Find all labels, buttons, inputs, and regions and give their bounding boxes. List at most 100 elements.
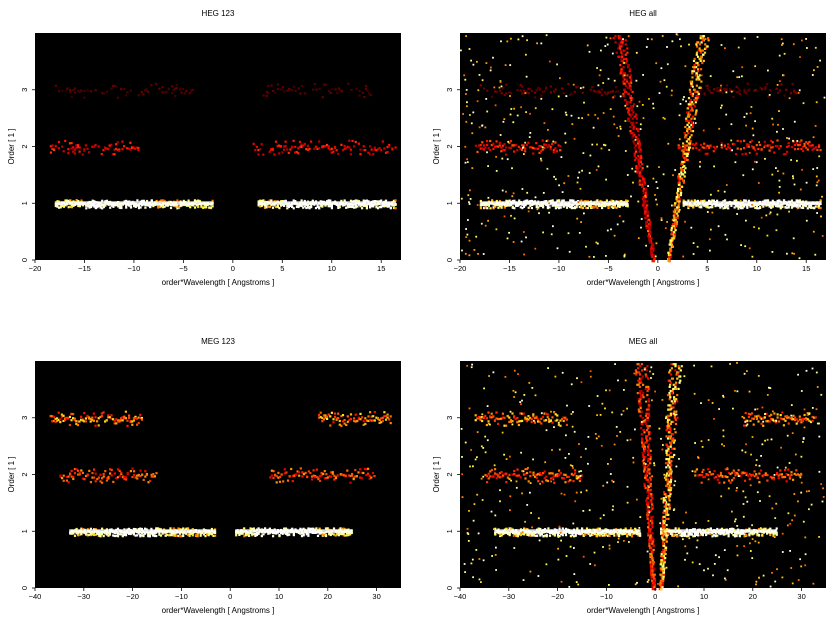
heatmap-cell <box>701 200 704 203</box>
heatmap-cell <box>75 532 78 535</box>
heatmap-cell <box>583 200 586 203</box>
heatmap-cell <box>354 199 357 202</box>
heatmap-cell <box>317 476 320 479</box>
heatmap-cell <box>508 473 511 476</box>
heatmap-cell <box>94 144 97 147</box>
noise-cell <box>485 98 488 100</box>
streak-cell <box>679 175 682 178</box>
heatmap-cell <box>527 206 530 209</box>
heatmap-cell <box>538 88 541 91</box>
heatmap-cell <box>97 424 100 427</box>
heatmap-cell <box>717 90 721 93</box>
noise-cell <box>552 225 554 228</box>
streak-cell <box>629 76 632 79</box>
heatmap-cell <box>306 148 309 151</box>
heatmap-cell <box>270 84 273 87</box>
streak-cell <box>691 130 695 133</box>
heatmap-cell <box>757 203 760 206</box>
heatmap-cell <box>341 204 345 207</box>
heatmap-cell <box>182 87 185 91</box>
heatmap-cell <box>639 532 642 535</box>
heatmap-cell <box>601 206 604 210</box>
heatmap-cell <box>70 475 73 478</box>
heatmap-cell <box>534 200 537 203</box>
heatmap-cell <box>70 419 73 422</box>
heatmap-cell <box>768 144 771 147</box>
noise-cell <box>754 65 757 68</box>
heatmap-cell <box>181 204 184 207</box>
streak-cell <box>620 57 623 60</box>
heatmap-cell <box>129 148 132 151</box>
heatmap-cell <box>492 206 495 209</box>
noise-cell <box>607 77 610 80</box>
y-tick-label: 3 <box>20 88 29 92</box>
streak-cell <box>683 160 686 164</box>
heatmap-cell <box>302 144 305 147</box>
heatmap-cell <box>109 468 112 471</box>
heatmap-cell <box>378 205 381 209</box>
streak-cell <box>680 173 684 176</box>
heatmap-cell <box>276 87 280 90</box>
streak-cell <box>639 150 643 153</box>
x-axis-label: order*Wavelength [ Angstroms ] <box>162 278 275 287</box>
heatmap-cell <box>158 533 161 536</box>
heatmap-cell <box>144 204 147 207</box>
streak-cell <box>691 125 694 129</box>
heatmap-cell <box>559 206 562 209</box>
heatmap-cell <box>105 476 108 480</box>
streak-cell <box>700 68 703 71</box>
heatmap-cell <box>519 476 522 479</box>
heatmap-cell <box>80 533 83 536</box>
streak-cell <box>691 84 694 87</box>
heatmap-cell <box>722 532 725 535</box>
heatmap-cell <box>530 146 533 149</box>
heatmap-cell <box>298 471 301 474</box>
heatmap-cell <box>711 203 714 207</box>
streak-cell <box>698 47 701 50</box>
streak-cell <box>695 72 698 75</box>
noise-cell <box>750 106 753 108</box>
heatmap-cell <box>351 205 354 209</box>
heatmap-cell <box>205 206 208 209</box>
heatmap-cell <box>601 531 605 534</box>
heatmap-cell <box>689 533 692 536</box>
noise-cell <box>481 79 484 82</box>
noise-cell <box>527 210 530 213</box>
heatmap-cell <box>289 88 292 91</box>
streak-cell <box>687 148 690 151</box>
heatmap-cell <box>591 86 594 89</box>
heatmap-cell <box>795 142 798 145</box>
noise-cell <box>820 215 822 218</box>
streak-cell <box>691 70 694 73</box>
heatmap-cell <box>369 206 372 209</box>
heatmap-cells <box>49 410 392 538</box>
heatmap-cell <box>335 149 338 152</box>
heatmap-cell <box>260 143 263 146</box>
heatmap-cell <box>816 205 819 208</box>
heatmap-cell <box>303 142 306 146</box>
streak-cell <box>642 196 645 199</box>
heatmap-cell <box>613 532 616 535</box>
heatmap-cell <box>532 533 535 536</box>
noise-cell <box>473 249 476 251</box>
heatmap-cell <box>568 93 572 97</box>
streak-cell <box>620 55 624 58</box>
heatmap-cell <box>508 91 511 94</box>
noise-cell <box>805 181 808 184</box>
noise-cell <box>581 169 583 172</box>
heatmap-cell <box>746 206 749 209</box>
heatmap-cell <box>757 147 760 151</box>
noise-cell <box>821 195 823 198</box>
heatmap-cell <box>711 92 714 95</box>
noise-cell <box>670 94 673 97</box>
heatmap-cell <box>629 532 632 535</box>
noise-cell <box>755 161 758 164</box>
heatmap-cell <box>556 199 559 202</box>
heatmap-cell <box>767 95 770 98</box>
heatmap-cell <box>312 88 315 91</box>
heatmap-cell <box>684 532 687 535</box>
heatmap-cell <box>115 418 118 421</box>
heatmap-cell <box>564 204 567 207</box>
noise-cell <box>706 211 709 213</box>
heatmap-cell <box>376 417 380 420</box>
